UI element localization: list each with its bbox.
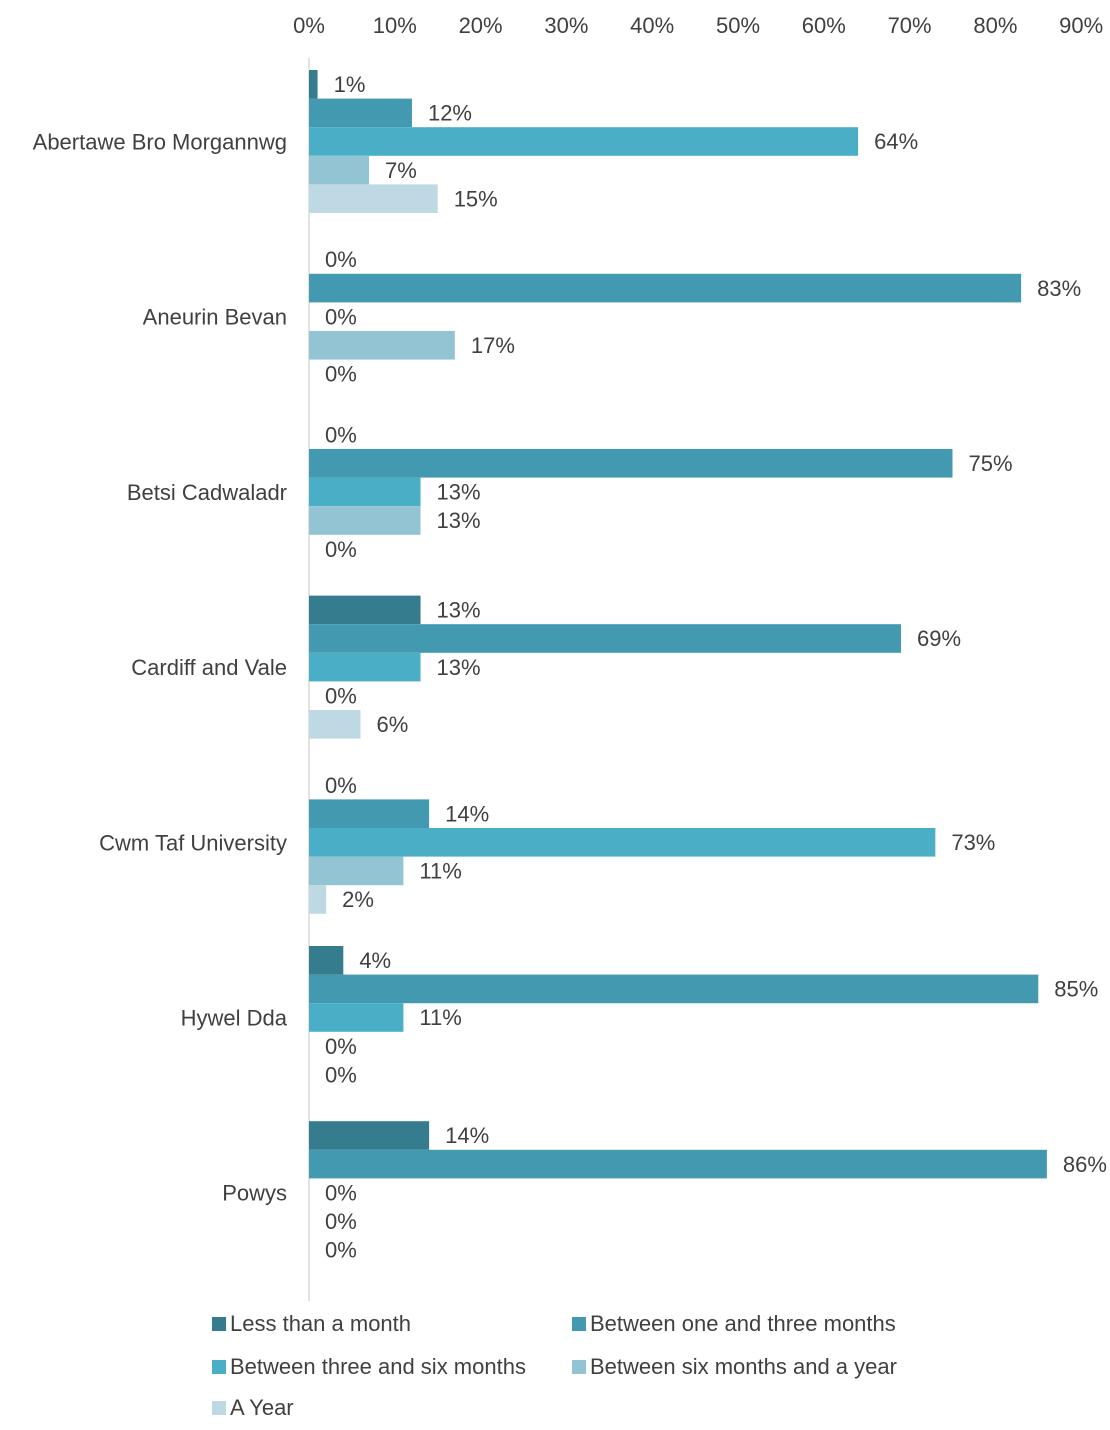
x-tick-label: 40%: [630, 13, 674, 38]
bar: [309, 184, 438, 213]
x-tick-label: 50%: [716, 13, 760, 38]
data-label: 0%: [325, 773, 357, 798]
data-label: 83%: [1037, 276, 1081, 301]
bar: [309, 1003, 404, 1032]
x-tick-label: 70%: [888, 13, 932, 38]
data-label: 13%: [437, 655, 481, 680]
data-label: 0%: [325, 1034, 357, 1059]
bar: [309, 652, 421, 682]
bar: [309, 885, 327, 914]
data-label: 14%: [445, 801, 489, 826]
x-tick-label: 80%: [973, 13, 1017, 38]
data-label: 0%: [325, 247, 357, 272]
legend-label: Between one and three months: [590, 1311, 896, 1336]
legend-swatch: [572, 1317, 586, 1331]
category-label: Cwm Taf University: [99, 830, 287, 855]
data-label: 0%: [325, 537, 357, 562]
legend-label: Between six months and a year: [590, 1354, 897, 1379]
data-label: 0%: [325, 1180, 357, 1205]
bar: [309, 127, 859, 156]
data-label: 12%: [428, 101, 472, 126]
data-label: 15%: [454, 186, 498, 211]
bar: [309, 98, 412, 128]
category-label: Powys: [222, 1181, 287, 1206]
bar: [309, 331, 455, 360]
bar: [309, 155, 370, 185]
data-label: 0%: [325, 1238, 357, 1263]
data-label: 13%: [437, 508, 481, 533]
x-tick-label: 0%: [293, 13, 325, 38]
bar: [309, 1121, 430, 1150]
data-label: 0%: [325, 1062, 357, 1087]
bar: [309, 710, 361, 739]
legend-label: A Year: [230, 1395, 294, 1420]
category-label: Cardiff and Vale: [131, 655, 287, 680]
data-label: 0%: [325, 1209, 357, 1234]
bar: [309, 799, 430, 828]
bar: [309, 477, 421, 507]
data-label: 13%: [437, 598, 481, 623]
category-label: Abertawe Bro Morgannwg: [33, 130, 287, 155]
data-label: 0%: [325, 683, 357, 708]
data-label: 6%: [376, 712, 408, 737]
data-label: 75%: [969, 451, 1013, 476]
data-label: 85%: [1054, 977, 1098, 1002]
bar: [309, 946, 344, 975]
bar: [309, 974, 1039, 1004]
bar: [309, 624, 902, 653]
data-label: 13%: [437, 480, 481, 505]
data-label: 14%: [445, 1123, 489, 1148]
bar: [309, 856, 404, 886]
legend-swatch: [212, 1317, 226, 1331]
legend-label: Between three and six months: [230, 1354, 526, 1379]
data-label: 86%: [1063, 1152, 1107, 1177]
category-label: Hywel Dda: [181, 1006, 288, 1031]
category-label: Aneurin Bevan: [143, 305, 287, 330]
x-tick-label: 60%: [802, 13, 846, 38]
bar: [309, 449, 953, 478]
bar: [309, 1149, 1047, 1179]
legend-label: Less than a month: [230, 1311, 411, 1336]
legend-swatch: [212, 1401, 226, 1415]
data-label: 7%: [385, 158, 417, 183]
data-label: 0%: [325, 422, 357, 447]
data-label: 69%: [917, 626, 961, 651]
data-label: 64%: [874, 129, 918, 154]
data-label: 17%: [471, 333, 515, 358]
x-tick-label: 30%: [544, 13, 588, 38]
legend-swatch: [572, 1360, 586, 1374]
data-label: 11%: [419, 1005, 461, 1030]
x-tick-label: 10%: [373, 13, 417, 38]
data-label: 2%: [342, 887, 374, 912]
x-tick-label: 90%: [1059, 13, 1103, 38]
legend-swatch: [212, 1360, 226, 1374]
category-label: Betsi Cadwaladr: [127, 480, 287, 505]
data-label: 4%: [359, 948, 391, 973]
bar: [309, 70, 318, 99]
data-label: 0%: [325, 304, 357, 329]
data-label: 0%: [325, 362, 357, 387]
data-label: 11%: [419, 859, 461, 884]
bar: [309, 595, 421, 625]
data-label: 73%: [951, 830, 995, 855]
data-label: 1%: [334, 72, 366, 97]
bar: [309, 506, 421, 535]
bar: [309, 828, 936, 857]
x-tick-label: 20%: [459, 13, 503, 38]
bar: [309, 273, 1022, 303]
